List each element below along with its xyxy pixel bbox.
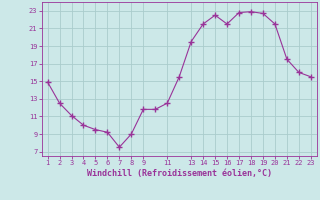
X-axis label: Windchill (Refroidissement éolien,°C): Windchill (Refroidissement éolien,°C)	[87, 169, 272, 178]
